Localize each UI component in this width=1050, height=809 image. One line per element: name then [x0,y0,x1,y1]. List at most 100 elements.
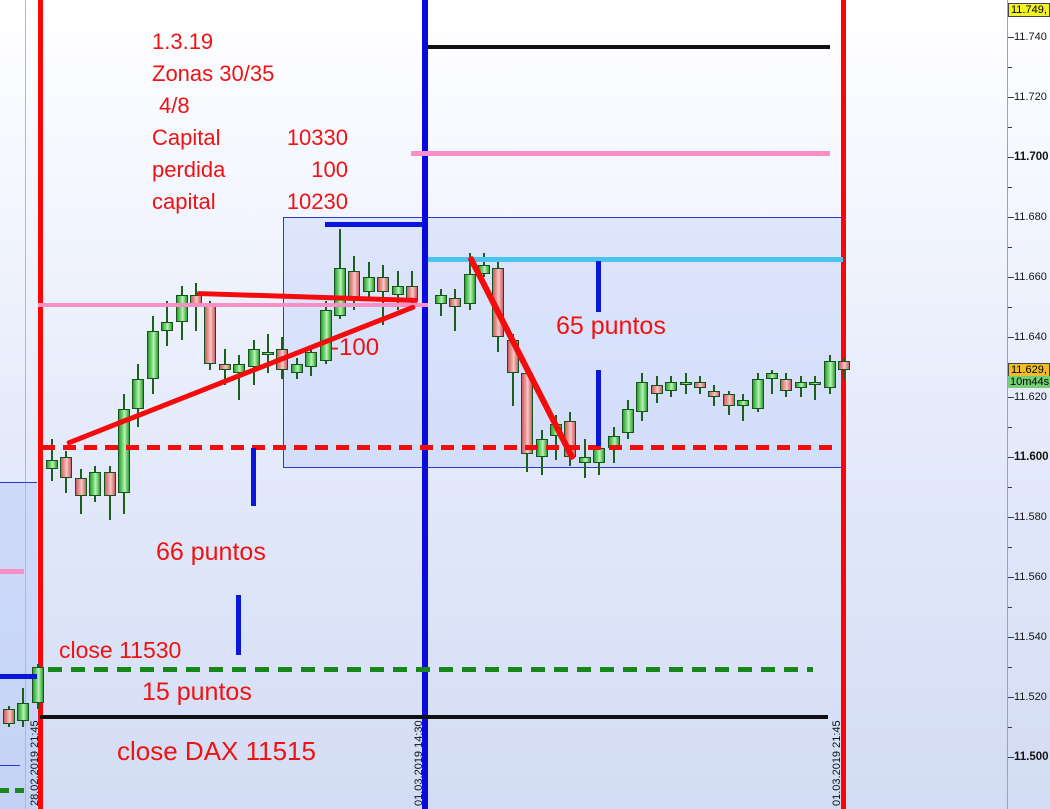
candle-body [679,382,692,385]
measure-66-bottom-mark[interactable] [235,595,241,655]
candle-body [766,373,778,379]
price-axis-label: 11.540 [1014,631,1047,643]
candle-body [74,478,87,496]
candle-body [463,274,476,304]
candle-wick [382,265,385,325]
candle-body [694,382,706,388]
x-axis-date-label: 28.02.2019 21:45 [29,720,41,806]
info-annotation-block: 1.3.19 Zonas 30/35 4/8 Capital 10330 perd… [152,27,355,219]
measure-65-top-mark[interactable] [595,261,601,312]
price-axis-tick [1008,517,1014,518]
red-dashed-support[interactable] [42,444,832,450]
info-label: Capital [152,125,221,150]
price-axis-minor-tick [1008,247,1012,248]
candle-body [391,286,404,295]
candle-body [823,361,836,388]
blue-open-mark[interactable] [325,221,423,227]
candle-body [708,391,721,397]
black-high-line[interactable] [428,45,830,49]
info-row-perdida: perdida 100 [152,155,348,187]
candle-wick [742,394,745,421]
price-axis-tick [1008,577,1014,578]
axis-current-price-chip: 11.629, [1008,363,1050,377]
measure-65-bottom-mark[interactable] [595,370,601,446]
price-axis-label: 11.620 [1014,391,1047,403]
candle-body [262,352,274,355]
axis-countdown-chip: 10m44s [1008,376,1050,388]
price-axis-label: 11.720 [1014,91,1047,103]
candle-body [175,295,188,322]
candle-body [146,331,159,379]
candle-wick [814,376,817,400]
session-line-end[interactable] [840,0,846,809]
pink-left-short[interactable] [0,568,24,574]
info-value [190,91,355,123]
info-value [274,59,348,91]
cyan-resistance-line[interactable] [428,256,843,262]
close-11530-label: close 11530 [59,637,182,663]
candle-body [794,382,807,388]
x-axis-date-label: 01.03.2019 14:30 [413,720,425,806]
session-line-start[interactable] [37,0,43,809]
x-axis-date-label: 01.03.2019 21:45 [831,720,843,806]
price-axis-label: 11.520 [1014,691,1047,703]
measure-66-top-mark[interactable] [250,448,256,506]
info-row-capital: Capital 10330 [152,123,348,155]
price-axis-minor-tick [1008,427,1012,428]
vertical-gridline [24,0,26,809]
pink-left-line[interactable] [38,303,428,307]
candle-wick [195,283,197,331]
info-row-capital-final: capital 10230 [152,187,348,219]
thin-blue-left-low[interactable] [0,764,20,766]
candle-body [204,304,217,364]
axis-border [1007,0,1008,809]
price-axis-label: 11.700 [1014,151,1049,163]
candle-body [103,472,116,496]
candle-body [838,361,850,370]
price-axis-tick [1008,157,1014,158]
candle-body [319,310,332,361]
candle-body [622,409,634,433]
candle-body [290,364,303,373]
thin-blue-zone-top[interactable] [0,481,37,483]
candle-body [348,271,361,298]
pink-upper-line[interactable] [411,150,830,156]
candle-body [46,460,58,469]
candle-body [17,703,30,721]
candle-body [650,385,663,394]
black-dax-close-line[interactable] [40,715,828,719]
candle-body [89,472,102,496]
price-axis-minor-tick [1008,67,1012,68]
price-axis-label: 11.640 [1014,331,1047,343]
green-dashes-bottom-left[interactable] [0,787,27,793]
candle-body [132,379,145,409]
midsession-blue-line[interactable] [422,0,428,809]
price-axis-tick [1008,277,1014,278]
price-axis-minor-tick [1008,487,1012,488]
candle-body [578,457,591,463]
price-axis-tick [1008,457,1014,458]
price-axis-label: 11.680 [1014,211,1047,223]
blue-left-line[interactable] [0,673,37,679]
price-axis-tick [1008,37,1014,38]
candle-body [636,382,649,412]
info-value: 10230 [286,189,348,214]
price-axis-tick [1008,697,1014,698]
info-row-ratio: 4/8 [152,91,355,123]
close-dax-label: close DAX 11515 [117,736,316,766]
candle-wick [771,370,773,394]
price-axis-minor-tick [1008,667,1012,668]
green-dashed-close-11530[interactable] [48,666,813,672]
price-axis-tick [1008,337,1014,338]
candle-wick [454,289,457,331]
candle-wick [555,415,557,460]
price-axis-minor-tick [1008,307,1012,308]
price-axis-tick [1008,757,1014,758]
candle-body [334,268,346,316]
info-value: 10330 [286,125,348,150]
price-axis-label: 11.560 [1014,571,1047,583]
price-axis-minor-tick [1008,547,1012,548]
price-axis-minor-tick [1008,187,1012,188]
candle-body [2,709,15,724]
